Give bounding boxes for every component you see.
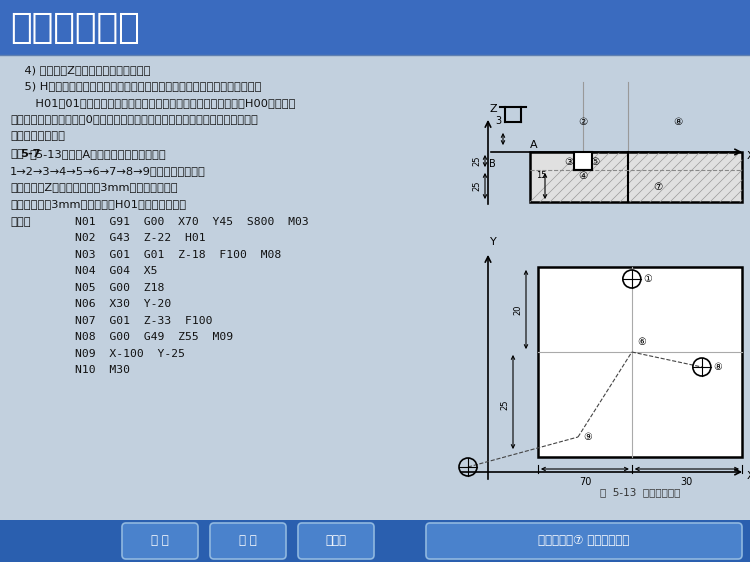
Text: 5) H为刀具长度补偿代码，后面两位数字是刀具长度补偿寄存器的地址符。: 5) H为刀具长度补偿代码，后面两位数字是刀具长度补偿寄存器的地址符。 xyxy=(10,81,262,92)
FancyBboxPatch shape xyxy=(122,523,198,559)
Text: N02  G43  Z-22  H01: N02 G43 Z-22 H01 xyxy=(75,233,206,243)
Text: 程（把偏置量3mm存入地址为H01的寄存器中）。: 程（把偏置量3mm存入地址为H01的寄存器中）。 xyxy=(10,198,186,209)
Text: X: X xyxy=(747,471,750,481)
Text: 刀具长度补偿值；: 刀具长度补偿值； xyxy=(10,131,65,141)
Text: 图  5-13  刀具长度补偿: 图 5-13 刀具长度补偿 xyxy=(600,487,680,497)
Bar xyxy=(0,520,750,562)
Text: 例题: 例题 xyxy=(10,149,24,159)
Text: 25: 25 xyxy=(500,399,509,410)
Text: N08  G00  G49  Z55  M09: N08 G00 G49 Z55 M09 xyxy=(75,332,233,342)
Text: X: X xyxy=(747,151,750,161)
Text: ⑥: ⑥ xyxy=(637,337,646,347)
Text: ⑧: ⑧ xyxy=(712,362,722,372)
Text: 25: 25 xyxy=(472,181,482,191)
Text: ⑤: ⑤ xyxy=(590,157,600,167)
Text: 70: 70 xyxy=(579,477,591,487)
Text: N01  G91  G00  X70  Y45  S800  M03: N01 G91 G00 X70 Y45 S800 M03 xyxy=(75,217,309,227)
Bar xyxy=(0,55,750,520)
Bar xyxy=(530,152,742,202)
Text: ⑨: ⑨ xyxy=(583,432,592,442)
Text: N06  X30  Y-20: N06 X30 Y-20 xyxy=(75,300,171,309)
Text: ④: ④ xyxy=(578,171,588,181)
Text: A: A xyxy=(530,140,538,150)
Text: H01指01号寄存器，在该寄存器中存放对应刀具长度的补偿值。H00寄存器必: H01指01号寄存器，在该寄存器中存放对应刀具长度的补偿值。H00寄存器必 xyxy=(10,98,296,108)
Text: 5-7: 5-7 xyxy=(20,149,40,159)
Text: 坐标系零点Z轴方向向下偏移3mm，用增量坐标编: 坐标系零点Z轴方向向下偏移3mm，用增量坐标编 xyxy=(10,182,178,192)
Text: 数控铣床编程: 数控铣床编程 xyxy=(10,11,140,44)
Text: 1→2→3→4→5→6→7→8→9。要求刀具在工件: 1→2→3→4→5→6→7→8→9。要求刀具在工件 xyxy=(10,166,206,176)
Text: ⑦: ⑦ xyxy=(653,182,663,192)
Text: 15: 15 xyxy=(536,171,547,180)
Bar xyxy=(574,152,592,170)
Text: 图5-13所示，A为刀具起点，加工路线为: 图5-13所示，A为刀具起点，加工路线为 xyxy=(30,149,166,159)
Text: ⑧: ⑧ xyxy=(674,117,682,127)
Text: 4) 格式中的Z值是指程序中的指令值；: 4) 格式中的Z值是指程序中的指令值； xyxy=(10,65,151,75)
Text: 主 页: 主 页 xyxy=(151,534,169,547)
Text: Y: Y xyxy=(490,237,496,247)
Text: N05  G00  Z18: N05 G00 Z18 xyxy=(75,283,164,293)
Text: 须设置刀具长度补偿值为0，调用时起取消刀具长度补偿的作用，其余寄存器存放: 须设置刀具长度补偿值为0，调用时起取消刀具长度补偿的作用，其余寄存器存放 xyxy=(10,115,258,125)
Text: N04  G04  X5: N04 G04 X5 xyxy=(75,266,158,277)
Text: ①: ① xyxy=(643,274,652,284)
Bar xyxy=(0,0,750,55)
Text: N10  M30: N10 M30 xyxy=(75,365,130,375)
FancyBboxPatch shape xyxy=(298,523,374,559)
Text: 25: 25 xyxy=(472,156,482,166)
Text: ③: ③ xyxy=(564,157,574,167)
Text: 3: 3 xyxy=(495,116,501,126)
Text: Z: Z xyxy=(490,104,498,114)
Text: N09  X-100  Y-25: N09 X-100 Y-25 xyxy=(75,349,185,359)
FancyBboxPatch shape xyxy=(210,523,286,559)
Text: N07  G01  Z-33  F100: N07 G01 Z-33 F100 xyxy=(75,316,212,326)
FancyBboxPatch shape xyxy=(426,523,742,559)
Text: 下一头条号⑦ 科技智能制造: 下一头条号⑦ 科技智能制造 xyxy=(538,534,630,547)
Text: 程序：: 程序： xyxy=(10,217,31,227)
Text: 目 录: 目 录 xyxy=(239,534,256,547)
Text: N03  G01  G01  Z-18  F100  M08: N03 G01 G01 Z-18 F100 M08 xyxy=(75,250,281,260)
Text: 20: 20 xyxy=(514,304,523,315)
Text: 30: 30 xyxy=(681,477,693,487)
Text: 上一页: 上一页 xyxy=(326,534,346,547)
Text: B: B xyxy=(489,159,496,169)
Bar xyxy=(538,267,742,457)
Text: ②: ② xyxy=(578,117,588,127)
